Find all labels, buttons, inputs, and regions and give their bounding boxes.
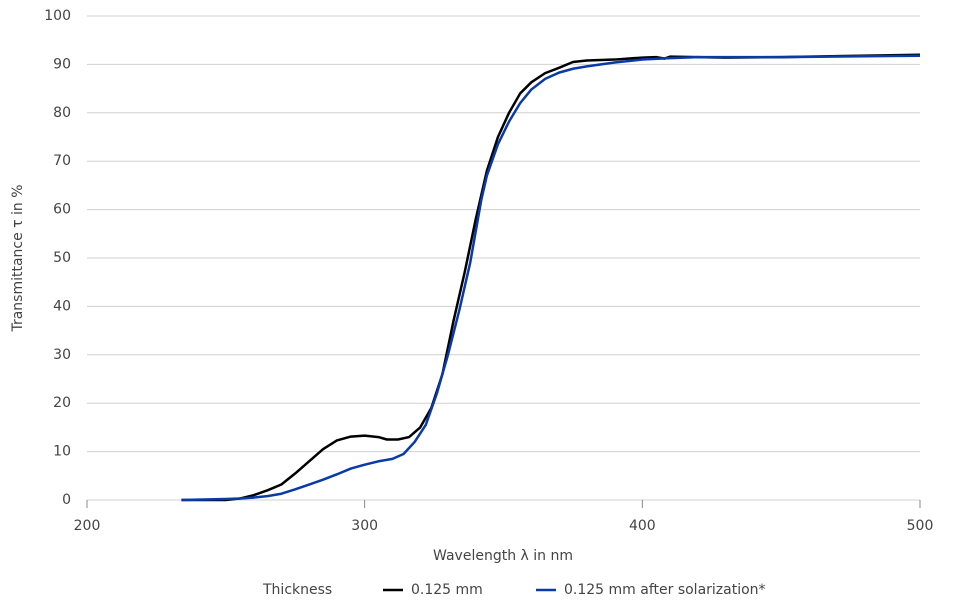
legend-label: 0.125 mm bbox=[411, 582, 483, 598]
x-tick-label: 500 bbox=[907, 518, 934, 534]
y-tick-label: 20 bbox=[53, 395, 71, 411]
series-line bbox=[181, 53, 921, 502]
legend-label: 0.125 mm after solarization* bbox=[564, 582, 766, 598]
y-tick-label: 50 bbox=[53, 250, 71, 266]
y-tick-label: 60 bbox=[53, 202, 71, 218]
x-tick-label: 400 bbox=[629, 518, 656, 534]
x-axis-label: Wavelength λ in nm bbox=[433, 548, 573, 564]
x-tick-label: 300 bbox=[351, 518, 378, 534]
y-tick-label: 80 bbox=[53, 105, 71, 121]
legend-title: Thickness bbox=[262, 582, 332, 598]
y-tick-label: 0 bbox=[62, 492, 71, 508]
y-tick-label: 40 bbox=[53, 298, 71, 314]
y-tick-label: 100 bbox=[44, 8, 71, 24]
x-tick-label: 200 bbox=[74, 518, 101, 534]
series-line bbox=[181, 54, 921, 502]
y-axis-label: Transmittance τ in % bbox=[10, 184, 26, 332]
y-tick-label: 70 bbox=[53, 153, 71, 169]
y-tick-label: 10 bbox=[53, 444, 71, 460]
y-tick-label: 30 bbox=[53, 347, 71, 363]
y-tick-label: 90 bbox=[53, 56, 71, 72]
